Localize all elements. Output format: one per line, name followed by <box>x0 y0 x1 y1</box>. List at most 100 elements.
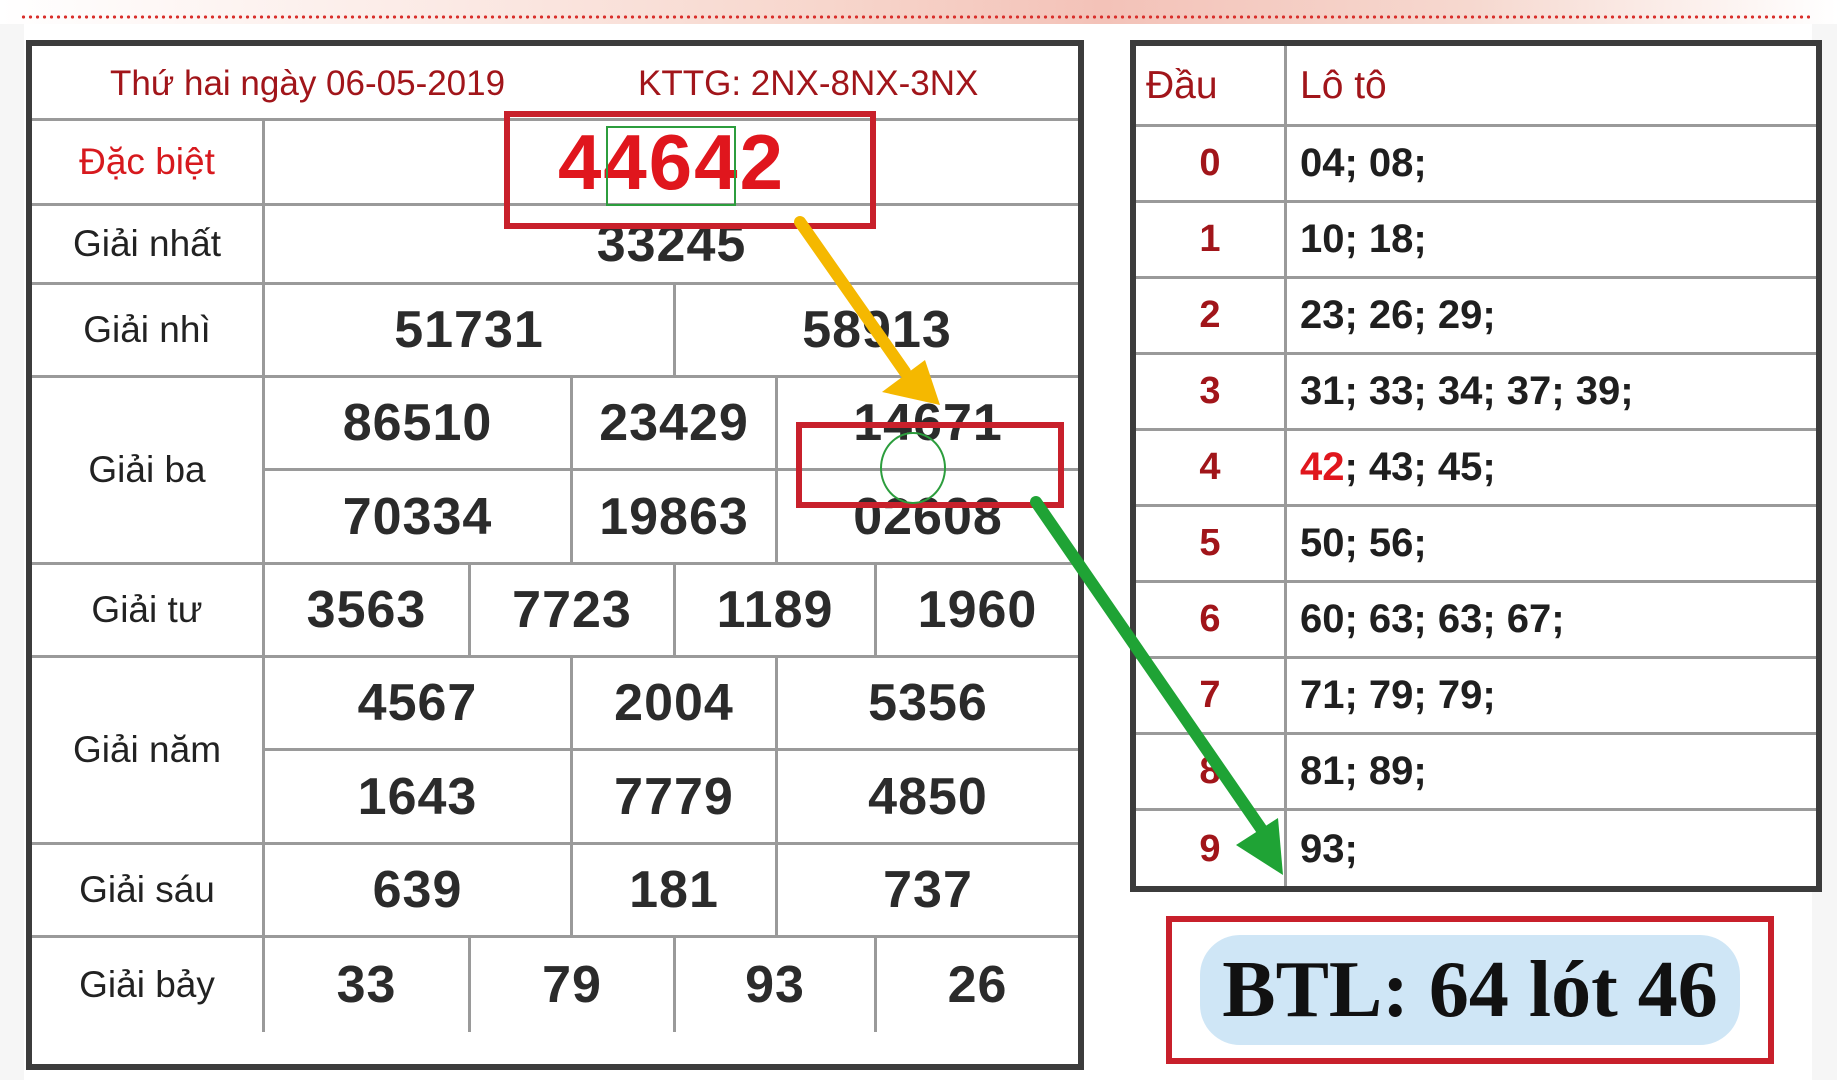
loto-values-rest: ; 43; 45; <box>1344 445 1496 489</box>
loto-values: 60; 63; 63; 67; <box>1300 597 1565 641</box>
prize-number: 23429 <box>599 394 749 452</box>
kttg-label: KTTG: 2NX-8NX-3NX <box>638 64 979 103</box>
dau-digit: 5 <box>1199 522 1221 564</box>
loto-values: 04; 08; <box>1300 141 1427 185</box>
highlighted-loto-value: 42 <box>1300 445 1345 489</box>
prize-number: 2004 <box>614 674 734 732</box>
dau-digit: 6 <box>1199 598 1221 640</box>
prize-number: 79 <box>542 956 602 1014</box>
cell-divider <box>673 938 676 1032</box>
prize-number: 33 <box>336 956 397 1014</box>
btl-text: BTL: 64 lót 46 <box>1200 935 1740 1045</box>
prize-number: 58913 <box>802 301 952 359</box>
lottery-results-table: Thứ hai ngày 06-05-2019 KTTG: 2NX-8NX-3N… <box>26 40 1084 1070</box>
dotted-border <box>20 14 1810 20</box>
btl-highlight-box: BTL: 64 lót 46 <box>1166 916 1774 1064</box>
cell-divider <box>570 658 573 842</box>
loto-row: 8 81; 89; <box>1136 735 1816 811</box>
prize-label: Giải ba <box>32 378 265 562</box>
prize-number: 1960 <box>917 581 1038 639</box>
loto-row: 7 71; 79; 79; <box>1136 659 1816 735</box>
loto-table: Đầu Lô tô 0 04; 08; 1 10; 18; 2 23; 26; … <box>1130 40 1822 892</box>
prize-number: 19863 <box>599 487 749 546</box>
loto-row: 3 31; 33; 34; 37; 39; <box>1136 355 1816 431</box>
dau-digit: 0 <box>1199 142 1221 184</box>
loto-row: 2 23; 26; 29; <box>1136 279 1816 355</box>
loto-row: 1 10; 18; <box>1136 203 1816 279</box>
prize-number: 86510 <box>342 394 493 452</box>
prize-number: 737 <box>883 861 973 919</box>
prize-number: 4567 <box>357 674 478 732</box>
prize-number: 181 <box>629 861 719 919</box>
loto-row: 4 42; 43; 45; <box>1136 431 1816 507</box>
cell-divider <box>673 285 676 375</box>
dau-column-header: Đầu <box>1146 64 1218 107</box>
prize-label: Giải nhất <box>32 206 265 282</box>
prize-number: 4850 <box>868 767 988 826</box>
loto-values: 50; 56; <box>1300 521 1427 565</box>
loto-values: 42; 43; 45; <box>1300 431 1496 504</box>
loto-values: 31; 33; 34; 37; 39; <box>1300 369 1634 413</box>
page-margin-left <box>0 24 24 1080</box>
dau-digit: 3 <box>1199 370 1221 412</box>
dau-digit: 4 <box>1199 446 1221 488</box>
loto-values: 81; 89; <box>1300 749 1427 793</box>
cell-divider <box>874 565 877 655</box>
cell-divider <box>570 845 573 935</box>
prize-row-third: Giải ba 86510 23429 14671 70334 19863 02… <box>32 378 1078 565</box>
prize-number: 5356 <box>868 674 988 732</box>
prize-number: 3563 <box>306 581 427 639</box>
prize-label: Giải nhì <box>32 285 265 375</box>
prize-number: 7723 <box>512 581 632 639</box>
loto-row: 0 04; 08; <box>1136 127 1816 203</box>
prize-number: 93 <box>745 956 805 1014</box>
loto-values: 23; 26; 29; <box>1300 293 1496 337</box>
loto-values: 71; 79; 79; <box>1300 673 1496 717</box>
loto-row: 5 50; 56; <box>1136 507 1816 583</box>
cell-divider <box>570 378 573 562</box>
prize-number: 51731 <box>394 301 544 359</box>
prize-label: Giải sáu <box>32 845 265 935</box>
loto-row: 6 60; 63; 63; 67; <box>1136 583 1816 659</box>
prize-number: 70334 <box>342 487 493 546</box>
row-divider <box>265 748 1078 751</box>
cell-divider <box>775 845 778 935</box>
dau-digit: 9 <box>1199 827 1221 870</box>
prize-number: 26 <box>947 956 1008 1014</box>
loto-column-header: Lô tô <box>1300 64 1387 107</box>
prize-row-fifth: Giải năm 4567 2004 5356 1643 7779 4850 <box>32 658 1078 845</box>
top-banner-strip <box>0 0 1837 24</box>
prize-number: 1643 <box>357 767 478 826</box>
column-divider <box>1284 46 1287 886</box>
cell-divider <box>775 378 778 562</box>
prize-number: 7779 <box>614 767 734 826</box>
loto-header: Đầu Lô tô <box>1136 46 1816 127</box>
special-digits-highlight <box>606 126 736 206</box>
cell-divider <box>775 658 778 842</box>
prize-row-seventh: Giải bảy 33 79 93 26 <box>32 938 1078 1064</box>
row-divider <box>265 468 1078 471</box>
prize-number: 639 <box>372 861 463 919</box>
prize-label: Đặc biệt <box>32 121 265 203</box>
prize-row-sixth: Giải sáu 639 181 737 <box>32 845 1078 938</box>
prize-label: Giải bảy <box>32 938 265 1032</box>
draw-date: Thứ hai ngày 06-05-2019 <box>110 64 506 103</box>
third-prize-digits-circle <box>880 432 946 504</box>
third-prize-highlight-box <box>796 422 1064 508</box>
prize-number: 1189 <box>716 581 834 639</box>
results-header: Thứ hai ngày 06-05-2019 KTTG: 2NX-8NX-3N… <box>32 46 1078 121</box>
cell-divider <box>468 938 471 1032</box>
cell-divider <box>673 565 676 655</box>
prize-label: Giải tư <box>32 565 265 655</box>
prize-row-special: Đặc biệt 44642 <box>32 117 1078 206</box>
cell-divider <box>468 565 471 655</box>
loto-values: 93; <box>1300 826 1358 871</box>
dau-digit: 8 <box>1199 750 1221 792</box>
prize-label: Giải năm <box>32 658 265 842</box>
special-prize-number: 44642 <box>558 117 785 206</box>
dau-digit: 2 <box>1199 294 1221 336</box>
loto-values: 10; 18; <box>1300 217 1427 261</box>
prize-row-second: Giải nhì 51731 58913 <box>32 285 1078 378</box>
special-prize-highlight-box <box>504 111 876 229</box>
prize-row-fourth: Giải tư 3563 7723 1189 1960 <box>32 565 1078 658</box>
